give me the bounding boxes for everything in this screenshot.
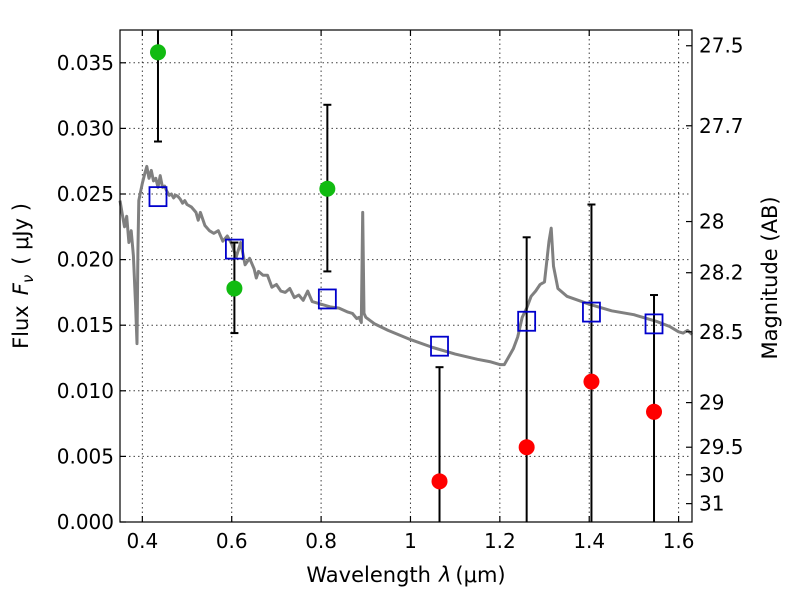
x-tick-label: 0.8 [305,529,337,553]
x-tick-label: 0.4 [126,529,158,553]
y-tick-label: 0.020 [57,248,114,272]
y2-tick-label: 30 [699,463,724,487]
model-square [430,335,449,357]
y-axis-title-sub: ν [19,275,37,283]
error-bars [153,30,659,522]
model-square [517,310,537,332]
detections-point [149,44,166,61]
y-axis-title-prefix: Flux [9,305,33,349]
x-tick-label: 0.6 [216,529,248,553]
data-points [149,44,663,490]
y2-tick-label: 31 [699,492,724,516]
x-axis-title: Wavelength λ (μm) [306,563,505,587]
x-axis-title-unit: (μm) [455,563,505,587]
y-axis-title-symbol: F [9,282,33,295]
y2-axis-title: Magnitude (AB) [758,196,782,359]
model-square [224,238,244,260]
detections-point [319,180,336,197]
y2-tick-label: 28 [699,210,724,234]
model-square [148,186,168,208]
model-square [317,288,337,310]
grid [120,30,692,523]
y2-tick-label: 27.5 [699,34,744,58]
non-detections-point [431,473,448,490]
y2-tick-label: 27.7 [699,114,744,138]
y2-tick-label: 29.5 [699,435,744,459]
x-tick-label: 1.2 [484,529,516,553]
y-tick-label: 0.035 [57,51,114,75]
y-tick-label: 0.000 [57,510,114,534]
y-axis-title-unit: ( μJy ) [9,203,33,265]
y2-tick-label: 28.5 [699,320,744,344]
x-tick-label: 1.6 [663,529,695,553]
model-square [582,301,601,323]
x-axis-title-prefix: Wavelength [306,563,431,587]
plot-frame [119,29,693,523]
y-tick-label: 0.015 [57,313,114,337]
y-tick-label: 0.010 [57,379,114,403]
x-tick-label: 1.4 [573,529,605,553]
model-photometry [148,186,664,357]
spectrum-line [118,164,693,367]
y-tick-label: 0.025 [57,182,114,206]
y2-tick-label: 29 [699,391,724,415]
y-axis-ticks: 0.000 0.005 0.010 0.015 0.020 0.025 0.030 0.035 [57,51,126,534]
detections-point [226,280,243,297]
y-tick-label: 0.030 [57,116,114,140]
non-detections-point [518,439,535,456]
x-axis-ticks: 0.4 0.6 0.8 1 1.2 1.4 1.6 [126,30,695,553]
non-detections-point [646,403,663,420]
non-detections-point [583,373,600,390]
y2-tick-label: 28.2 [699,261,744,285]
model-square [644,313,664,335]
y2-axis-ticks: 27.5 27.7 28 28.2 28.5 29 29.5 30 31 [686,34,744,516]
x-axis-title-symbol: λ [438,563,451,587]
y-tick-label: 0.005 [57,444,114,468]
model-spectrum [118,164,693,367]
x-tick-label: 1 [404,529,417,553]
y-axis-title: Flux Fν ( μJy ) [9,203,37,349]
